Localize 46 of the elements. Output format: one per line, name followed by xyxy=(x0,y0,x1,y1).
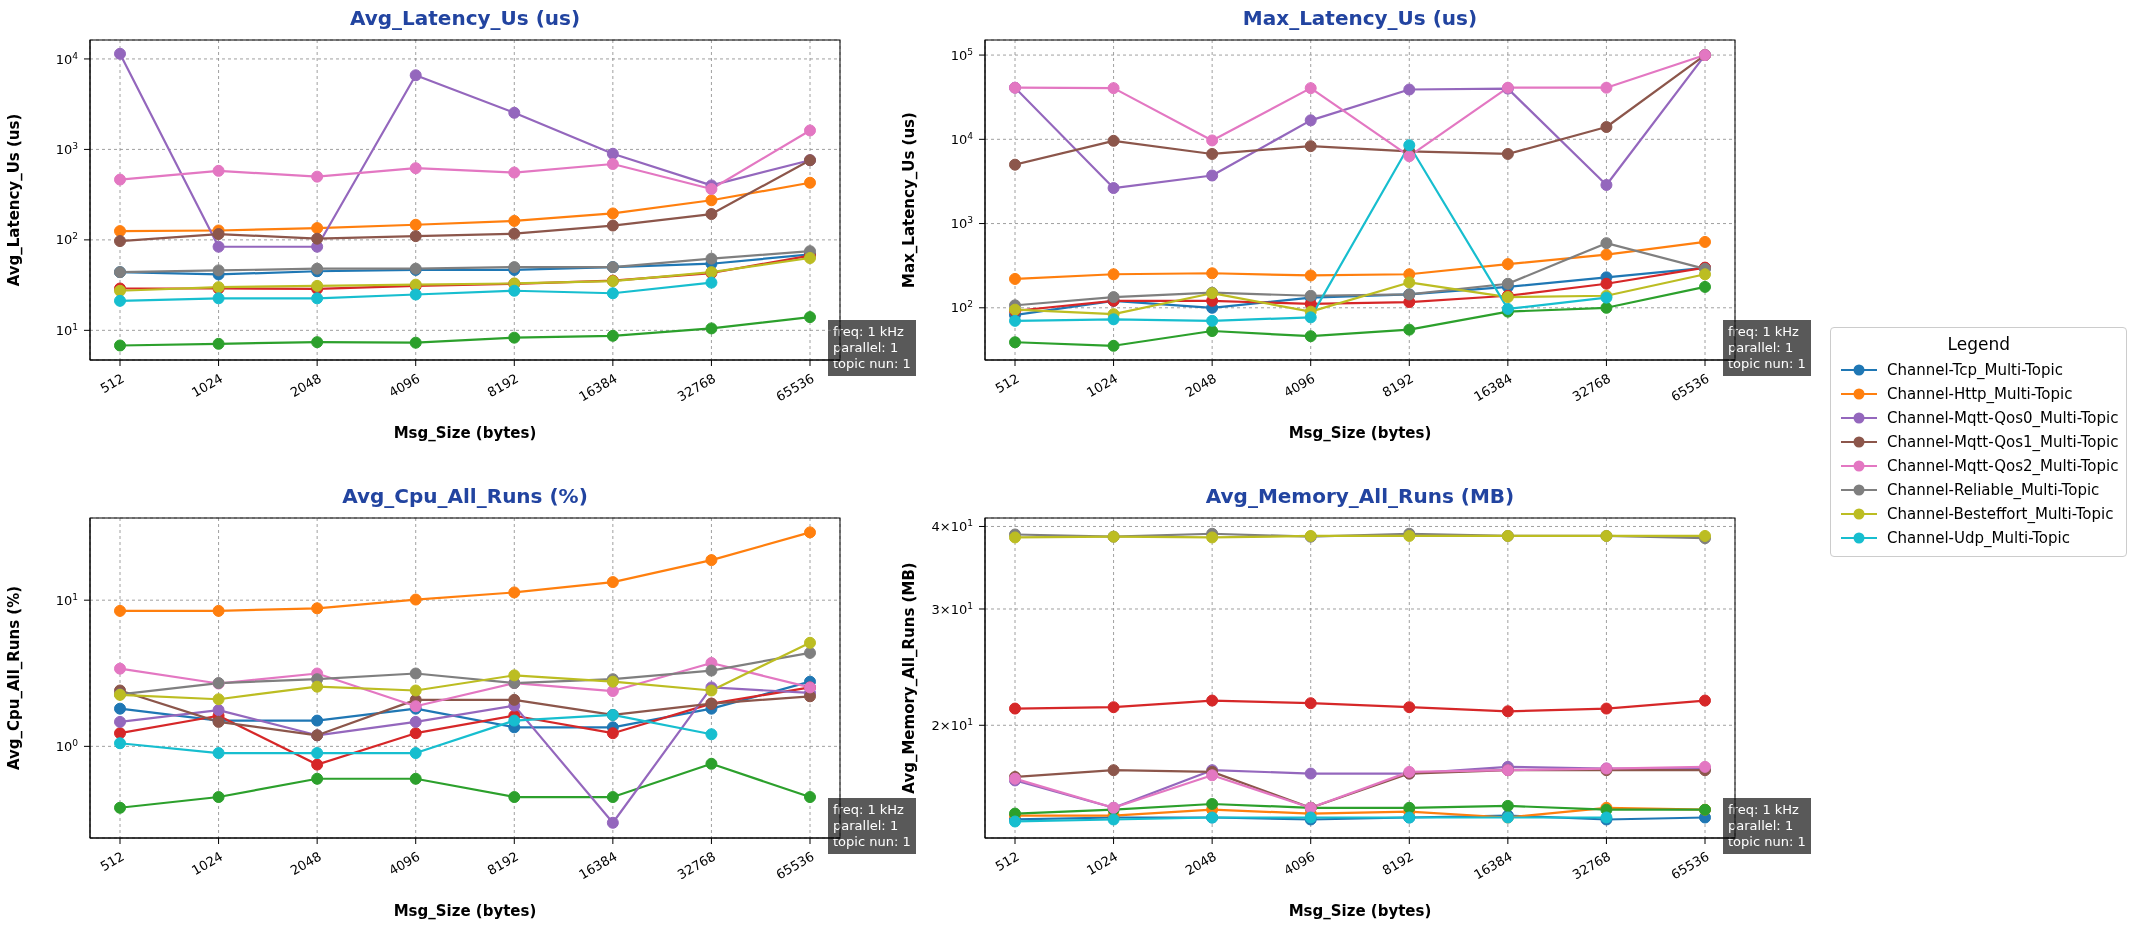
x-axis-title: Msg_Size (bytes) xyxy=(393,424,537,442)
legend-label: Channel-Mqtt-Qos0_Multi-Topic xyxy=(1887,409,2119,427)
annotation: freq: 1 kHz parallel: 1 topic nun: 1 xyxy=(828,320,916,376)
legend-label: Channel-Udp_Multi-Topic xyxy=(1887,529,2070,547)
chart-title: Avg_Memory_All_Runs (MB) xyxy=(1204,484,1516,508)
legend-label: Channel-Http_Multi-Topic xyxy=(1887,385,2073,403)
legend-label: Channel-Mqtt-Qos1_Multi-Topic xyxy=(1887,433,2119,451)
y-tick-label: 4×10$^{1}$ xyxy=(931,518,973,535)
y-axis-title: Avg_Cpu_All_Runs (%) xyxy=(5,585,24,771)
chart-title: Max_Latency_Us (us) xyxy=(1241,6,1479,30)
x-axis-title: Msg_Size (bytes) xyxy=(1288,902,1432,920)
chart-title: Avg_Latency_Us (us) xyxy=(348,6,582,30)
x-tick-label: 4096 xyxy=(386,370,423,401)
x-tick-label: 512 xyxy=(992,848,1022,875)
legend-label: Channel-Tcp_Multi-Topic xyxy=(1887,361,2063,379)
chart-title: Avg_Cpu_All_Runs (%) xyxy=(341,484,589,508)
x-tick-label: 512 xyxy=(992,370,1022,397)
x-axis-title: Msg_Size (bytes) xyxy=(393,902,537,920)
y-tick-label: 10$^{3}$ xyxy=(55,140,79,157)
y-tick-label: 10$^{0}$ xyxy=(55,737,79,754)
y-tick-label: 10$^{3}$ xyxy=(950,215,974,232)
x-tick-label: 512 xyxy=(97,848,127,875)
y-tick-label: 2×10$^{1}$ xyxy=(931,716,973,733)
y-axis-title: Avg_Memory_All_Runs (MB) xyxy=(900,562,919,794)
y-tick-label: 10$^{4}$ xyxy=(55,50,79,67)
y-axis-title: Avg_Latency_Us (us) xyxy=(5,113,24,287)
x-tick-label: 4096 xyxy=(386,848,423,879)
annotation: freq: 1 kHz parallel: 1 topic nun: 1 xyxy=(828,798,916,854)
y-tick-label: 10$^{2}$ xyxy=(950,299,973,316)
x-tick-label: 512 xyxy=(97,370,127,397)
y-axis-title: Max_Latency_Us (us) xyxy=(900,112,919,288)
y-tick-label: 3×10$^{1}$ xyxy=(931,600,973,617)
y-tick-label: 10$^{2}$ xyxy=(55,231,78,248)
y-tick-label: 10$^{1}$ xyxy=(55,591,78,608)
y-tick-label: 10$^{5}$ xyxy=(950,46,973,63)
y-tick-label: 10$^{4}$ xyxy=(950,130,974,147)
y-tick-label: 10$^{1}$ xyxy=(55,321,78,338)
x-tick-label: 4096 xyxy=(1281,848,1318,879)
x-tick-label: 4096 xyxy=(1281,370,1318,401)
x-axis-title: Msg_Size (bytes) xyxy=(1288,424,1432,442)
annotation: freq: 1 kHz parallel: 1 topic nun: 1 xyxy=(1723,320,1811,376)
legend-label: Channel-Mqtt-Qos2_Multi-Topic xyxy=(1887,457,2119,475)
legend-label: Channel-Besteffort_Multi-Topic xyxy=(1887,505,2114,523)
annotation: freq: 1 kHz parallel: 1 topic nun: 1 xyxy=(1723,798,1811,854)
legend-label: Channel-Reliable_Multi-Topic xyxy=(1887,481,2100,499)
legend-title: Legend xyxy=(1946,334,2011,354)
